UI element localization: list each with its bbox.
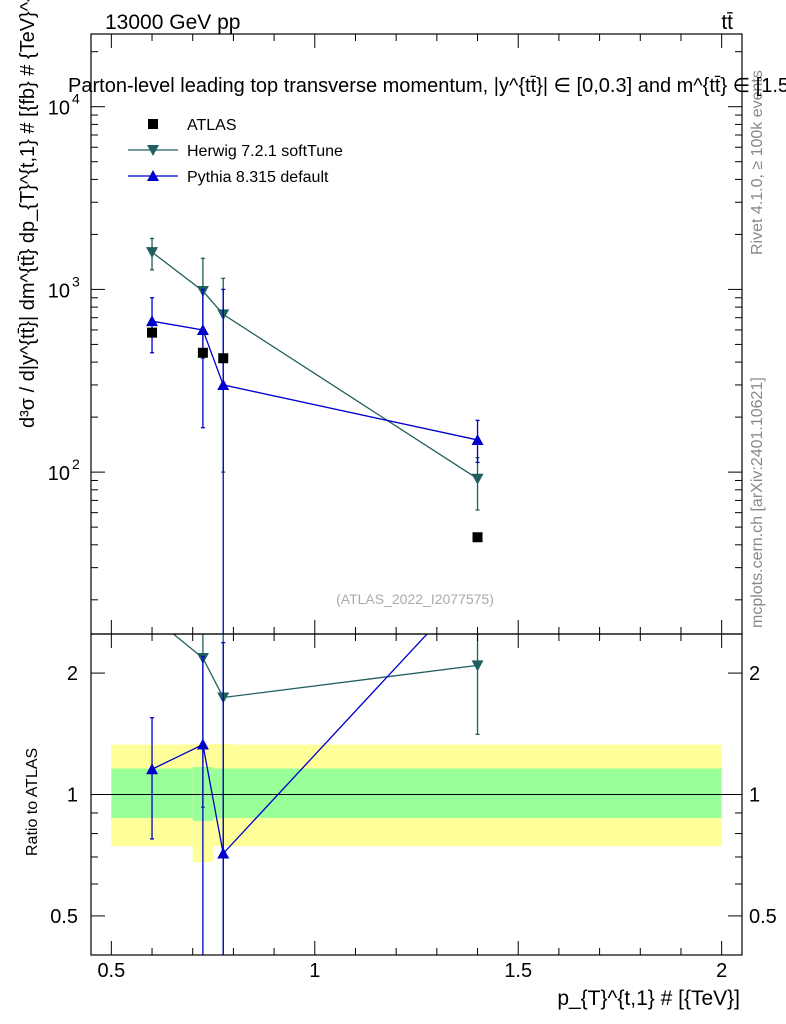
y-tick-label: 10 xyxy=(48,280,70,302)
legend-marker xyxy=(147,170,159,181)
herwig-ratio-point xyxy=(471,660,484,672)
legend: ATLAS Herwig 7.2.1 softTune Pythia 8.315 d… xyxy=(128,117,343,186)
ratio-y-tick-label: 1 xyxy=(67,785,78,807)
header-right: tt̄ xyxy=(721,11,733,34)
y-tick-exponent: 3 xyxy=(72,273,80,289)
pythia-ratio-line xyxy=(151,634,428,855)
main-panel: Parton-level leading top transverse mome… xyxy=(17,0,786,635)
x-tick-label: 1 xyxy=(309,960,320,982)
ratio-y-label: Ratio to ATLAS xyxy=(24,748,41,856)
legend-label: ATLAS xyxy=(187,117,237,134)
x-axis-label: p_{T}^{t,1} # [{TeV}] xyxy=(557,987,740,1010)
legend-label: Herwig 7.2.1 softTune xyxy=(187,143,343,160)
herwig-line xyxy=(151,251,478,480)
ratio-y-tick-label-right: 0.5 xyxy=(749,906,777,928)
atlas-point xyxy=(147,327,158,338)
pythia-point xyxy=(146,315,159,327)
x-tick-label: 0.5 xyxy=(97,960,125,982)
pythia-ratio-point xyxy=(146,763,159,775)
mcplots-label: mcplots.cern.ch [arXiv:2401.10621] xyxy=(749,377,766,628)
header-left: 13000 GeV pp xyxy=(105,11,240,34)
y-tick-label: 10 xyxy=(48,98,70,120)
herwig-ratio-line xyxy=(172,634,478,699)
ratio-y-tick-label-right: 2 xyxy=(749,663,760,685)
y-axis-label: d³σ / d|y^{tt̄}| dm^{tt̄} dp_{T}^{t,1} #… xyxy=(17,0,39,428)
ratio-band-inner xyxy=(233,768,722,818)
y-tick-label: 10 xyxy=(48,463,70,485)
x-tick-label: 2 xyxy=(716,960,727,982)
ratio-y-tick-label: 2 xyxy=(67,663,78,685)
y-tick-exponent: 2 xyxy=(72,456,80,472)
legend-marker xyxy=(147,145,159,156)
pythia-point xyxy=(196,323,209,335)
legend-label: Pythia 8.315 default xyxy=(187,169,329,186)
atlas-point xyxy=(472,532,483,543)
atlas-point xyxy=(218,353,229,364)
legend-marker xyxy=(148,119,158,129)
herwig-point xyxy=(471,473,484,485)
pythia-ratio-point xyxy=(217,847,230,859)
pythia-ratio-point xyxy=(196,738,209,750)
pythia-point xyxy=(471,433,484,445)
pythia-point xyxy=(217,378,230,390)
rivet-label: Rivet 4.1.0, ≥ 100k events xyxy=(749,70,766,255)
herwig-point xyxy=(146,247,159,259)
atlas-point xyxy=(197,347,208,358)
ratio-y-tick-label: 0.5 xyxy=(50,906,78,928)
ratio-y-tick-label-right: 1 xyxy=(749,785,760,807)
watermark: (ATLAS_2022_I2077575) xyxy=(336,591,494,607)
y-tick-exponent: 4 xyxy=(72,91,80,107)
pythia-line xyxy=(151,320,478,441)
ratio-panel: Ratio to ATLAS p_{T}^{t,1} # [{TeV}] 0.5… xyxy=(24,633,777,1010)
x-tick-label: 1.5 xyxy=(504,960,532,982)
chart-title: Parton-level leading top transverse mome… xyxy=(68,75,786,97)
